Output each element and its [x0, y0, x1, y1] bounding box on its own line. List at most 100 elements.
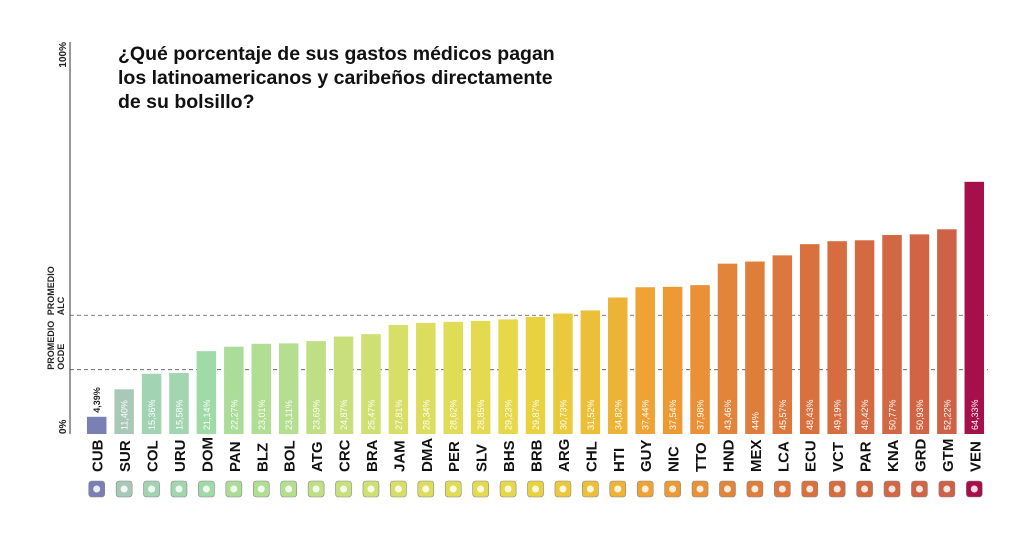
- value-label: 37,44%: [641, 399, 651, 430]
- flag-emblem: [614, 485, 622, 493]
- venezuela-flag-icon: [965, 480, 983, 498]
- category-label: COL: [145, 440, 162, 472]
- bar-arg: [553, 313, 573, 434]
- saint-vincent-flag-icon: [828, 480, 846, 498]
- flag-emblem: [422, 485, 430, 493]
- flag-emblem: [449, 485, 457, 493]
- nicaragua-flag-icon: [664, 480, 681, 498]
- value-label: 23,01%: [257, 399, 267, 430]
- value-label: 22,27%: [229, 399, 239, 430]
- chile-flag-icon: [582, 480, 599, 498]
- value-label: 29,87%: [531, 399, 541, 430]
- category-label: DMA: [419, 438, 436, 472]
- value-label: 34,82%: [613, 399, 623, 430]
- value-label: 23,11%: [284, 400, 294, 430]
- bar-slv: [470, 320, 491, 434]
- bar-pan: [224, 346, 244, 434]
- bar-bhs: [498, 319, 518, 434]
- bar-guy: [635, 287, 655, 434]
- guyana-flag-icon: [636, 480, 654, 498]
- argentina-flag-icon: [554, 480, 572, 498]
- category-label: VCT: [830, 442, 847, 472]
- uruguay-flag-icon: [170, 480, 188, 498]
- bar-cub: [86, 416, 107, 434]
- flag-emblem: [751, 485, 759, 493]
- paraguay-flag-icon: [856, 480, 873, 498]
- flag-emblem: [559, 485, 567, 493]
- el-salvador-flag-icon: [472, 480, 489, 498]
- category-label: BRB: [529, 439, 546, 472]
- value-label: 50,77%: [888, 399, 898, 430]
- bar-grd: [909, 234, 930, 434]
- flag-emblem: [148, 485, 156, 493]
- flag-emblem: [833, 485, 841, 493]
- bar-blz: [251, 343, 272, 434]
- category-label: TTO: [693, 442, 710, 472]
- y-axis-tick-max: 100%: [58, 42, 69, 68]
- chart-title: ¿Qué porcentaje de sus gastos médicos pa…: [118, 43, 555, 113]
- bar-par: [854, 240, 875, 434]
- flag-emblem: [93, 485, 101, 493]
- category-label: CUB: [90, 439, 107, 472]
- mexico-flag-icon: [746, 480, 764, 498]
- cuba-flag-icon: [88, 480, 106, 498]
- category-label: BHS: [501, 440, 518, 472]
- value-label: 28,34%: [421, 399, 431, 430]
- dominica-flag-icon: [417, 480, 435, 498]
- flag-emblem: [778, 485, 786, 493]
- peru-flag-icon: [444, 480, 462, 498]
- value-label: 49,19%: [833, 399, 843, 430]
- trinidad-flag-icon: [691, 480, 709, 498]
- flag-emblem: [723, 485, 731, 493]
- bar-vct: [827, 241, 847, 434]
- flag-emblem: [888, 485, 896, 493]
- bar-brb: [525, 316, 546, 434]
- category-label: URU: [172, 440, 189, 473]
- flag-emblem: [669, 485, 677, 493]
- saint-kitts-flag-icon: [883, 480, 901, 498]
- bar-jam: [388, 324, 409, 434]
- costa-rica-flag-icon: [335, 480, 352, 498]
- flag-emblem: [230, 485, 238, 493]
- flag-emblem: [861, 485, 869, 493]
- value-label: 48,43%: [805, 399, 815, 430]
- category-label: SUR: [117, 440, 134, 472]
- honduras-flag-icon: [719, 480, 736, 498]
- category-label: HTI: [611, 448, 628, 472]
- category-label: DOM: [199, 437, 216, 472]
- reference-line-label-ocde: PROMEDIOOCDE: [46, 321, 66, 370]
- category-label: PAN: [227, 441, 244, 472]
- flag-emblem: [285, 485, 293, 493]
- bar-nic: [662, 286, 683, 434]
- category-label: VEN: [967, 441, 984, 472]
- category-label: BRA: [364, 439, 381, 472]
- brazil-flag-icon: [362, 480, 380, 498]
- value-label: 21,14%: [202, 399, 212, 430]
- category-label: PER: [446, 441, 463, 472]
- value-label: 64,33%: [970, 399, 980, 430]
- panama-flag-icon: [225, 480, 243, 498]
- bahamas-flag-icon: [499, 480, 517, 498]
- barbados-flag-icon: [527, 480, 544, 498]
- flag-emblem: [257, 485, 265, 493]
- flag-emblem: [340, 485, 348, 493]
- category-label: KNA: [885, 439, 902, 472]
- flag-emblem: [120, 485, 128, 493]
- bar-crc: [333, 336, 354, 434]
- category-label: JAM: [391, 440, 408, 472]
- category-label: ECU: [803, 440, 820, 472]
- flag-emblem: [477, 485, 485, 493]
- value-label: 24,87%: [339, 399, 349, 430]
- bar-ecu: [799, 244, 820, 434]
- flag-emblem: [367, 485, 375, 493]
- haiti-flag-icon: [609, 480, 627, 498]
- bolivia-flag-icon: [280, 480, 297, 498]
- value-label: 30,73%: [558, 399, 568, 430]
- flag-emblem: [915, 485, 923, 493]
- category-label: LCA: [775, 441, 792, 472]
- bar-tto: [690, 285, 710, 434]
- flag-emblem: [943, 485, 951, 493]
- flag-emblem: [586, 485, 594, 493]
